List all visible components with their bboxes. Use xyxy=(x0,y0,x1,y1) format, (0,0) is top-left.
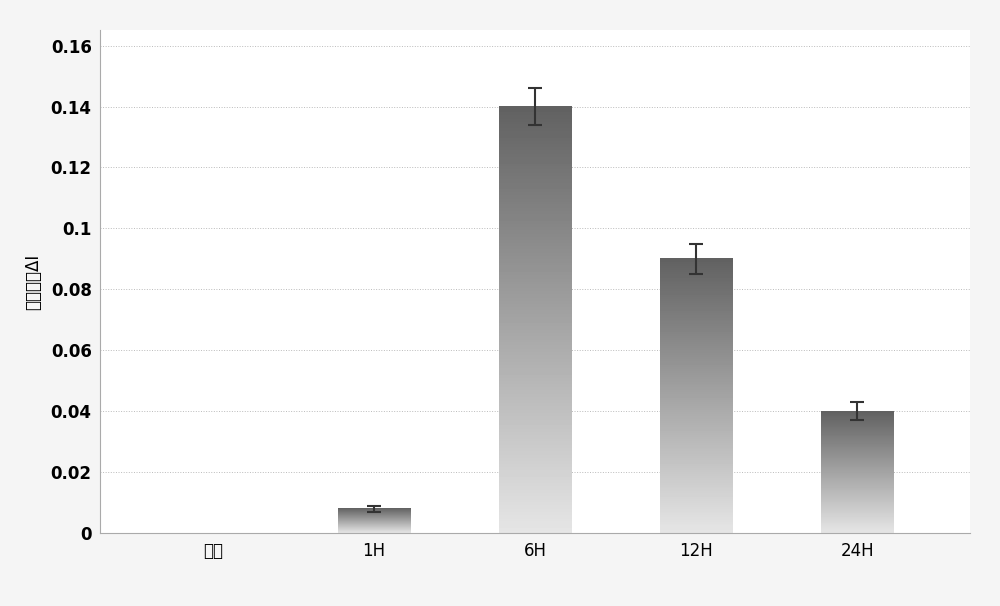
Y-axis label: 荧光强度ΔI: 荧光强度ΔI xyxy=(24,254,42,310)
